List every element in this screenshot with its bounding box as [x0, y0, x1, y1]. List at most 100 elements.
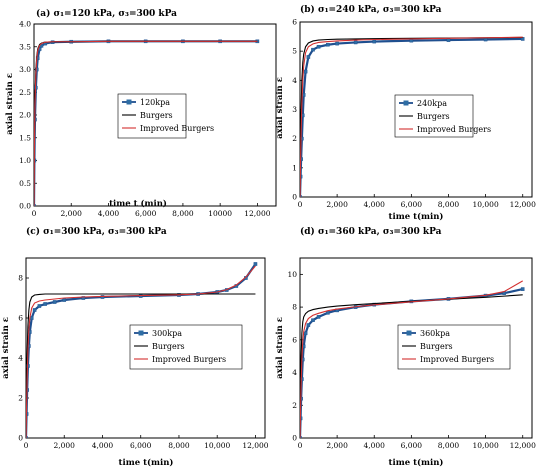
x-tick-label: 6,000	[401, 200, 423, 209]
y-tick-label: 3	[292, 105, 297, 114]
y-tick-label: 1.0	[19, 156, 31, 165]
data-point	[300, 436, 302, 438]
chart-title: (a) σ₁=120 kPa, σ₃=300 kPa	[36, 8, 177, 19]
legend-box	[397, 324, 511, 370]
x-tick-label: 0	[24, 441, 29, 450]
legend-label: Improved Burgers	[152, 355, 226, 364]
y-tick-label: 0	[292, 193, 297, 202]
x-tick-label: 0	[32, 209, 37, 218]
data-point	[306, 55, 311, 59]
data-point	[43, 302, 47, 306]
data-point	[316, 44, 321, 49]
y-tick-label: 6	[292, 18, 297, 27]
x-tick-label: 4,000	[363, 441, 385, 450]
series-line-improved	[300, 280, 523, 438]
plot-area	[34, 39, 260, 206]
x-tick-label: 6,000	[130, 441, 152, 450]
data-point	[26, 436, 28, 438]
legend-label: 300kpa	[152, 329, 182, 338]
x-axis-label: time t(min)	[389, 211, 444, 222]
chart-panel-3: (c) σ₁=300 kPa, σ₃=300 kPa 0 2,000 4,000 6,0…	[1, 226, 269, 468]
x-tick-label: 4,000	[363, 200, 385, 209]
y-tick-label: 4	[292, 368, 297, 377]
y-tick-label: 6	[18, 314, 23, 323]
data-point	[326, 311, 330, 315]
data-point	[335, 41, 339, 46]
x-axis-label: time t(min)	[119, 457, 174, 468]
y-axis-label: axial strain ε	[275, 317, 285, 379]
chart-title: (c) σ₁=300 kPa, σ₃=300 kPa	[26, 226, 167, 237]
y-tick-label: 0	[292, 434, 297, 443]
data-point	[29, 316, 34, 320]
legend-marker	[126, 99, 132, 105]
x-tick-label: 2,000	[326, 441, 348, 450]
series-line-burgers	[26, 293, 256, 438]
data-point	[306, 323, 311, 327]
plot-area	[26, 262, 258, 438]
y-tick-label: 8	[292, 303, 297, 312]
chart-title: (b) σ₁=240 kPa, σ₃=300 kPa	[300, 4, 442, 15]
chart-title: (d) σ₁=360 kPa, σ₃=300 kPa	[300, 226, 442, 237]
x-tick-label: 6,000	[135, 209, 157, 218]
y-tick-label: 2	[292, 134, 297, 143]
x-tick-label: 0	[298, 200, 303, 209]
y-tick-label: 2.5	[19, 88, 31, 97]
y-axis-label: axial strain ε	[275, 77, 285, 139]
series-line-improved	[26, 265, 256, 438]
legend-box	[129, 324, 243, 370]
series-line-improved	[300, 36, 523, 197]
data-point	[326, 42, 330, 47]
x-tick-label: 12,000	[510, 200, 536, 209]
data-point	[483, 37, 488, 42]
legend-marker	[406, 330, 412, 336]
data-point	[446, 38, 451, 42]
data-point	[34, 67, 39, 72]
chart-panel-1: (a) σ₁=120 kPa, σ₃=300 kPa 0 2,000 4,000 6,0…	[5, 8, 277, 218]
legend-label: Improved Burgers	[417, 125, 491, 134]
chart-panel-4: (d) σ₁=360 kPa, σ₃=300 kPa 0 2,000 4,000 6,0…	[275, 226, 536, 468]
y-tick-label: 5	[292, 47, 297, 56]
data-point	[353, 40, 358, 45]
x-axis-label: time t(min)	[389, 457, 444, 468]
x-tick-label: 10,000	[472, 200, 498, 209]
y-tick-label: 4.0	[19, 20, 31, 29]
data-point	[81, 296, 86, 300]
plot-area	[300, 36, 525, 197]
data-point	[37, 304, 42, 308]
x-tick-label: 6,000	[401, 441, 423, 450]
y-tick-label: 0	[18, 434, 23, 443]
legend-marker	[138, 330, 144, 336]
legend: 360kpa Burgers Improved Burgers	[397, 324, 511, 370]
x-tick-label: 12,000	[244, 209, 270, 218]
y-tick-label: 2	[18, 394, 23, 403]
chart-panel-2: (b) σ₁=240 kPa, σ₃=300 kPa 0 2,000 4,000 6,0…	[275, 4, 536, 222]
y-tick-label: 2	[292, 401, 297, 410]
x-tick-label: 2,000	[326, 200, 348, 209]
legend-label: 240kpa	[417, 99, 447, 108]
data-point	[52, 300, 57, 304]
legend-label: Improved Burgers	[420, 355, 494, 364]
data-point	[62, 298, 67, 302]
y-tick-label: 0.0	[19, 202, 31, 211]
x-tick-label: 10,000	[472, 441, 498, 450]
x-tick-label: 12,000	[242, 441, 268, 450]
x-tick-label: 8,000	[168, 441, 190, 450]
data-point	[253, 262, 258, 266]
legend-label: Improved Burgers	[140, 124, 214, 133]
y-tick-label: 1.5	[19, 133, 31, 142]
x-tick-label: 10,000	[204, 441, 230, 450]
series-line-improved	[34, 40, 258, 206]
x-tick-label: 12,000	[510, 441, 536, 450]
x-tick-label: 8,000	[172, 209, 194, 218]
x-tick-label: 2,000	[60, 209, 82, 218]
y-tick-label: 8	[18, 274, 23, 283]
data-point	[316, 315, 321, 319]
data-point	[311, 318, 315, 322]
x-tick-label: 8,000	[438, 441, 460, 450]
plot-area	[300, 280, 525, 438]
x-tick-label: 4,000	[92, 441, 114, 450]
y-tick-label: 3.5	[19, 42, 31, 51]
y-axis-label: axial strain ε	[5, 73, 15, 135]
x-axis-label: time t (min)	[109, 198, 167, 209]
